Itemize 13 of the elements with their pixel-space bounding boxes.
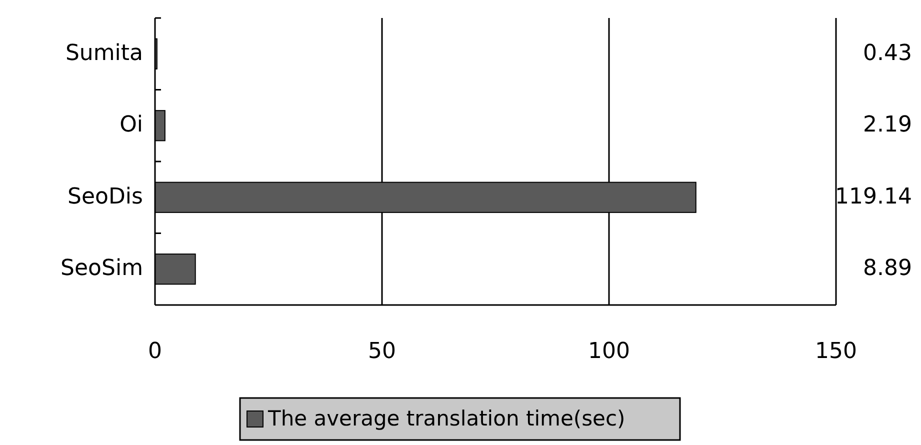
y-tick-label: Oi (120, 112, 143, 138)
y-tick-label: Sumita (65, 40, 143, 66)
y-tick-label: SeoSim (60, 256, 143, 282)
x-tick-label: 150 (815, 339, 857, 364)
x-tick-label: 0 (148, 339, 162, 364)
x-tick-label: 50 (368, 339, 396, 364)
y-tick-label: SeoDis (68, 184, 143, 210)
data-label: 2.19 (863, 112, 912, 138)
legend-label: The average translation time(sec) (267, 406, 626, 431)
data-label: 8.89 (863, 256, 912, 282)
data-label: 119.14 (835, 184, 912, 210)
x-tick-label: 100 (588, 339, 630, 364)
data-label: 0.43 (863, 40, 912, 66)
